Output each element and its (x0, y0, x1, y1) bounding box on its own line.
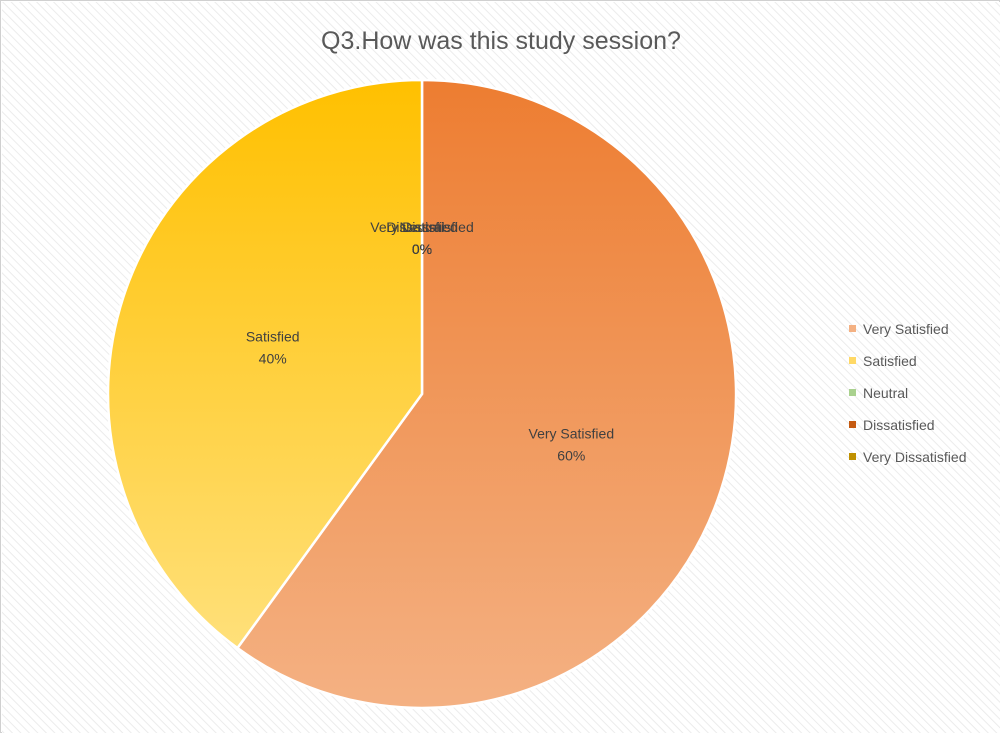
data-label-satisfied-category: Satisfied (246, 328, 300, 344)
legend-label-neutral: Neutral (863, 385, 908, 401)
data-label-very-dissatisfied-value: 0% (412, 241, 432, 257)
data-labels: Very Satisfied 60% Satisfied 40% Neutral 0% Di… (246, 219, 614, 464)
legend-label-very-dissatisfied: Very Dissatisfied (863, 449, 966, 465)
chart-title: Q3.How was this study session? (321, 27, 681, 55)
pie-slice-satisfied (106, 78, 424, 650)
pie-slices (106, 78, 738, 710)
legend-swatch-neutral (849, 389, 856, 396)
pie-slice-very-satisfied (235, 78, 738, 710)
data-label-very-satisfied-category: Very Satisfied (529, 426, 615, 442)
data-label-very-satisfied-value: 60% (557, 448, 585, 464)
legend-swatch-dissatisfied (849, 421, 856, 428)
data-label-satisfied-value: 40% (259, 350, 287, 366)
data-label-dissatisfied-category: Dissatisfied (386, 219, 458, 235)
legend-label-satisfied: Satisfied (863, 353, 917, 369)
legend-swatch-satisfied (849, 357, 856, 364)
data-label-neutral-category: Neutral (399, 219, 444, 235)
legend-swatch-very-satisfied (849, 325, 856, 332)
data-label-very-dissatisfied-category: Very Dissatisfied (370, 219, 473, 235)
legend-swatch-very-dissatisfied (849, 453, 856, 460)
legend: Very Satisfied Satisfied Neutral Dissatisfi… (849, 321, 966, 465)
legend-label-very-satisfied: Very Satisfied (863, 321, 949, 337)
legend-label-dissatisfied: Dissatisfied (863, 417, 935, 433)
data-label-dissatisfied-value: 0% (412, 241, 432, 257)
data-label-neutral-value: 0% (412, 241, 432, 257)
